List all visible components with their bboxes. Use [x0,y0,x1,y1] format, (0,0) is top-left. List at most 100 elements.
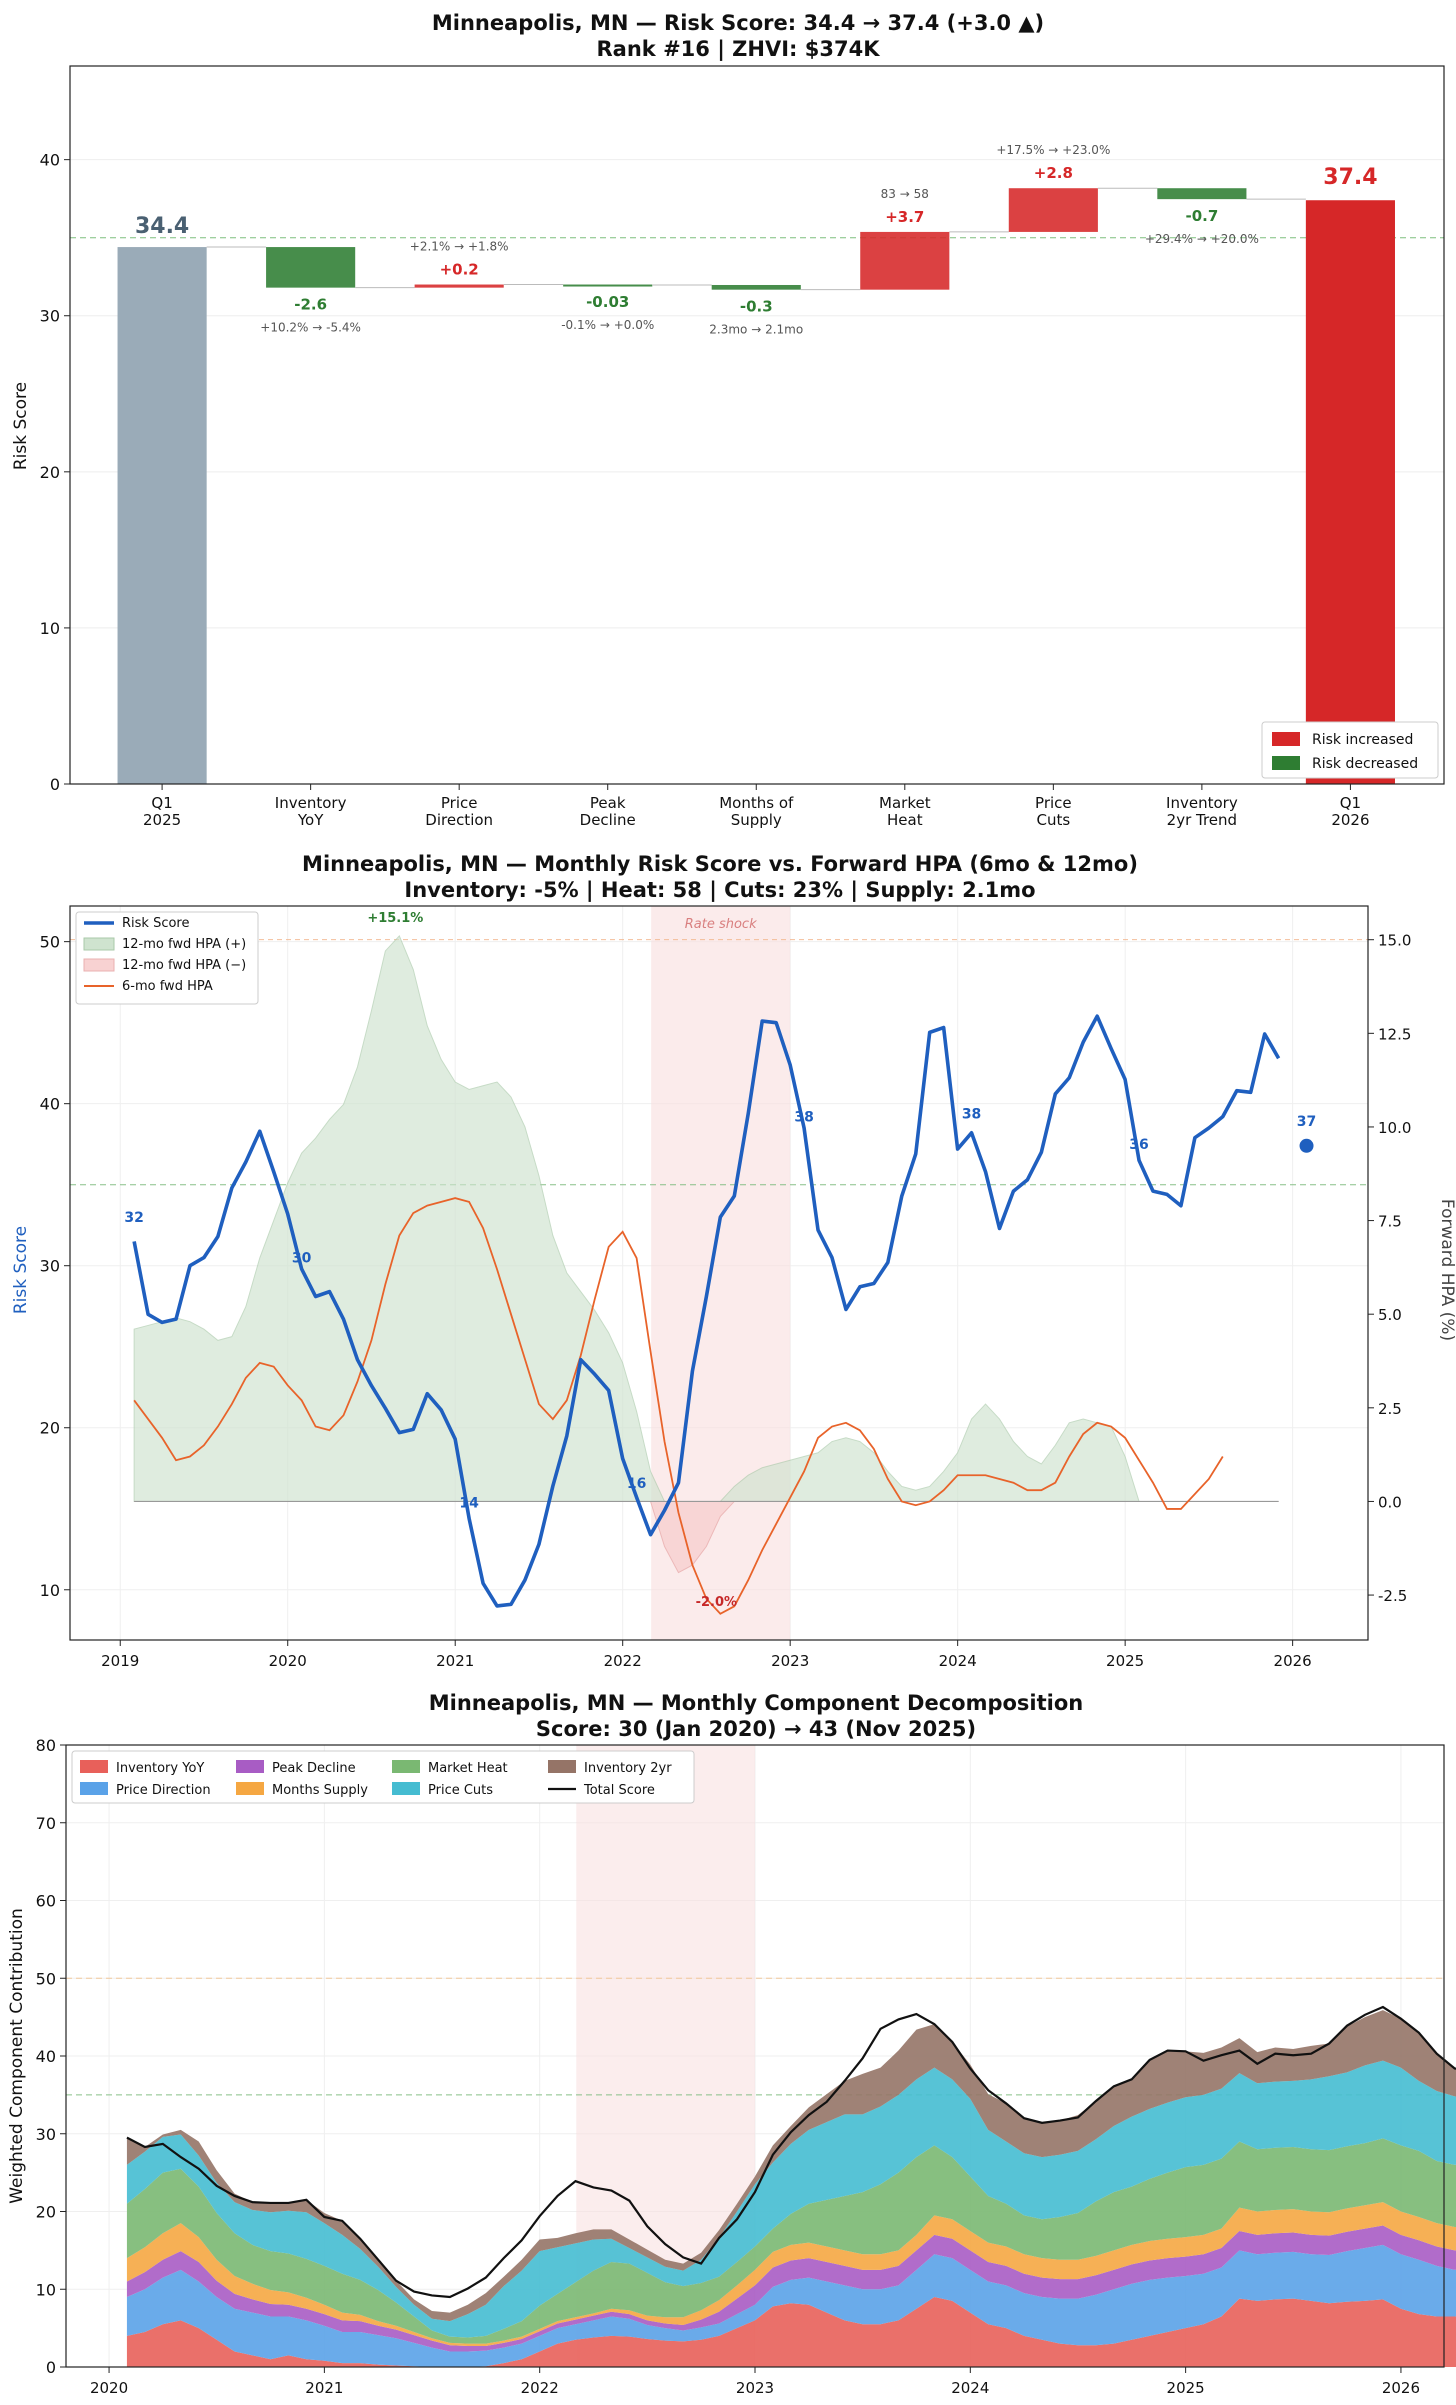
decomp-y-tick: 80 [36,1736,56,1755]
decomp-y-tick: 40 [36,2047,56,2066]
decomp-x-tick: 2024 [951,2379,989,2397]
waterfall-step-bar [266,247,356,288]
hpa-left-tick: 30 [40,1257,60,1276]
decomp-legend: Inventory YoY Price Direction Peak Decline… [71,1750,695,1804]
legend-hpa-negative-swatch [83,958,115,972]
risk-annual-label: 36 [1129,1137,1148,1153]
risk-annual-label: 38 [962,1106,981,1122]
decomp-x-tick: 2021 [305,2379,343,2397]
legend-swatch [392,1782,420,1795]
hpa-right-tick: 12.5 [1378,1025,1411,1043]
legend-risk-decreased: Risk decreased [1312,756,1418,772]
decomp-x-tick: 2020 [90,2379,128,2397]
waterfall-change-note: +29.4% → +20.0% [1145,232,1259,246]
waterfall-step-bar [414,284,504,288]
component-area [126,2138,1456,2344]
waterfall-x-tick: Market Heat [879,794,931,829]
decomp-y-tick: 50 [36,1969,56,1988]
waterfall-change-note: 83 → 58 [881,187,929,201]
hpa-legend: Risk Score 12-mo fwd HPA (+) 12-mo fwd H… [75,911,259,1005]
waterfall-change-note: +10.2% → -5.4% [260,321,361,335]
waterfall-legend: Risk increased Risk decreased [1261,721,1439,779]
waterfall-x-tick: Q1 2025 [143,794,181,829]
waterfall-x-tick: Price Direction [425,794,493,829]
component-area [126,2202,1456,2347]
waterfall-x-tick: Peak Decline [580,794,636,829]
legend-swatch [392,1760,420,1773]
hpa-x-tick: 2020 [269,1652,307,1670]
legend-entry: Peak Decline [272,1761,356,1776]
waterfall-step-bar [711,284,801,290]
hpa-plot-frame [69,905,1369,1641]
waterfall-y-tick: 10 [40,619,60,638]
legend-entry: Months Supply [272,1783,368,1798]
component-area [126,2010,1456,2322]
decomp-plot-frame [65,1744,1445,2368]
waterfall-change-note: +2.1% → +1.8% [410,240,509,254]
component-area [126,2244,1456,2367]
hpa-x-tick: 2025 [1106,1652,1144,1670]
waterfall-chart: Minneapolis, MN — Risk Score: 34.4 → 37.… [11,11,1445,829]
waterfall-x-tick: Months of Supply [719,794,794,829]
legend-swatch [236,1760,264,1773]
legend-entry: Inventory 2yr [584,1761,672,1776]
waterfall-change-note: -0.1% → +0.0% [561,318,654,332]
waterfall-title-line2: Rank #16 | ZHVI: $374K [597,37,881,62]
waterfall-step-bar [563,284,653,287]
decomp-title-line2: Score: 30 (Jan 2020) → 43 (Nov 2025) [536,1717,976,1741]
waterfall-start-value: 34.4 [135,214,189,239]
waterfall-plot-frame [69,65,1445,785]
hpa-left-tick: 20 [40,1419,60,1438]
waterfall-step-bar [860,231,950,290]
waterfall-title-line1: Minneapolis, MN — Risk Score: 34.4 → 37.… [432,11,1044,35]
legend-swatch [236,1782,264,1795]
waterfall-delta-label: -2.6 [294,296,327,314]
legend-hpa-positive-swatch [83,937,115,951]
waterfall-change-note: 2.3mo → 2.1mo [709,323,803,337]
waterfall-end-bar [1305,200,1395,784]
waterfall-step-bar [1157,188,1247,200]
legend-swatch [548,1760,576,1773]
waterfall-x-tick: Inventory 2yr Trend [1166,794,1238,829]
decomp-y-tick: 0 [46,2358,56,2377]
hpa-right-tick: 7.5 [1378,1213,1402,1231]
component-decomposition-chart: Minneapolis, MN — Monthly Component Deco… [7,1691,1456,2397]
risk-annual-label: 38 [794,1110,813,1126]
hpa-right-axis-label: Forward HPA (%) [1437,1199,1456,1341]
waterfall-end-value: 37.4 [1323,165,1377,190]
current-risk-point [1299,1138,1314,1153]
waterfall-y-tick: 0 [50,775,60,794]
legend-entry: Price Cuts [428,1783,493,1798]
decomp-title-line1: Minneapolis, MN — Monthly Component Deco… [429,1691,1084,1715]
hpa6-trough-label: -2.0% [696,1595,737,1610]
decomp-y-tick: 70 [36,1814,56,1833]
waterfall-x-tick: Q1 2026 [1331,794,1369,829]
hpa-right-tick: 0.0 [1378,1493,1402,1511]
hpa-x-tick: 2022 [604,1652,642,1670]
hpa-left-tick: 10 [40,1581,60,1600]
legend-risk-increased-swatch [1272,732,1300,746]
decomp-x-tick: 2022 [521,2379,559,2397]
hpa-left-tick: 40 [40,1095,60,1114]
waterfall-x-tick: Inventory YoY [275,794,347,829]
waterfall-delta-label: -0.03 [586,293,629,311]
hpa-right-tick: 5.0 [1378,1306,1402,1324]
legend-risk-score: Risk Score [122,916,190,931]
legend-hpa-negative: 12-mo fwd HPA (−) [122,958,246,973]
hpa-right-tick: -2.5 [1378,1587,1407,1605]
hpa-left-axis-label: Risk Score [11,1226,31,1314]
component-area [126,2060,1456,2338]
waterfall-y-tick: 40 [40,151,60,170]
risk-vs-hpa-chart: Minneapolis, MN — Monthly Risk Score vs.… [11,852,1456,1670]
legend-risk-increased: Risk increased [1312,732,1413,748]
total-score-line [126,2005,1456,2299]
hpa-x-tick: 2026 [1274,1652,1312,1670]
hpa-x-tick: 2021 [436,1652,474,1670]
waterfall-delta-label: -0.3 [740,298,773,316]
waterfall-delta-label: +0.2 [440,261,479,279]
legend-hpa6: 6-mo fwd HPA [122,979,213,994]
decomp-y-axis-label: Weighted Component Contribution [7,1908,27,2204]
waterfall-y-tick: 30 [40,307,60,326]
waterfall-change-note: +17.5% → +23.0% [996,143,1110,157]
